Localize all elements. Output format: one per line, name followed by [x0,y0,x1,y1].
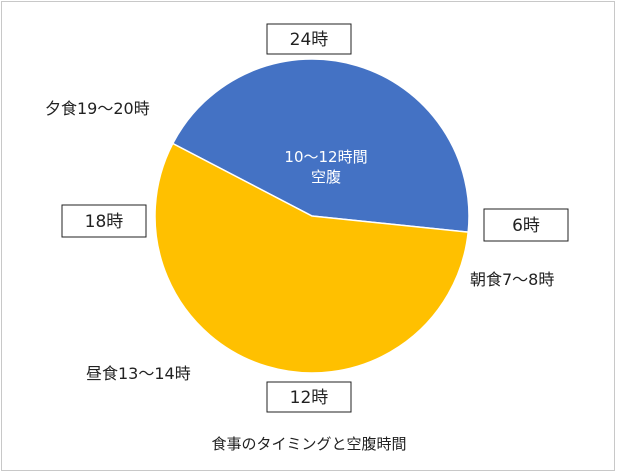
meal-label-dinner: 夕食19〜20時 [45,99,150,118]
chart-title: 食事のタイミングと空腹時間 [211,435,406,453]
clock-label-6: 6時 [483,208,569,242]
meal-label-breakfast: 朝食7〜8時 [470,270,554,289]
svg-text:12時: 12時 [290,388,329,408]
svg-text:6時: 6時 [512,216,540,236]
svg-text:24時: 24時 [290,30,329,50]
clock-label-18: 18時 [61,204,147,238]
pie-slice-0 [171,58,470,233]
svg-text:18時: 18時 [85,212,124,232]
meal-label-lunch: 昼食13〜14時 [86,364,191,383]
pie-slice-1 [154,142,469,374]
clock-label-12: 12時 [266,381,352,413]
slice-label-line1: 10〜12時間 [284,148,367,166]
clock-label-24: 24時 [266,23,352,55]
slice-label-line2: 空腹 [311,168,341,186]
